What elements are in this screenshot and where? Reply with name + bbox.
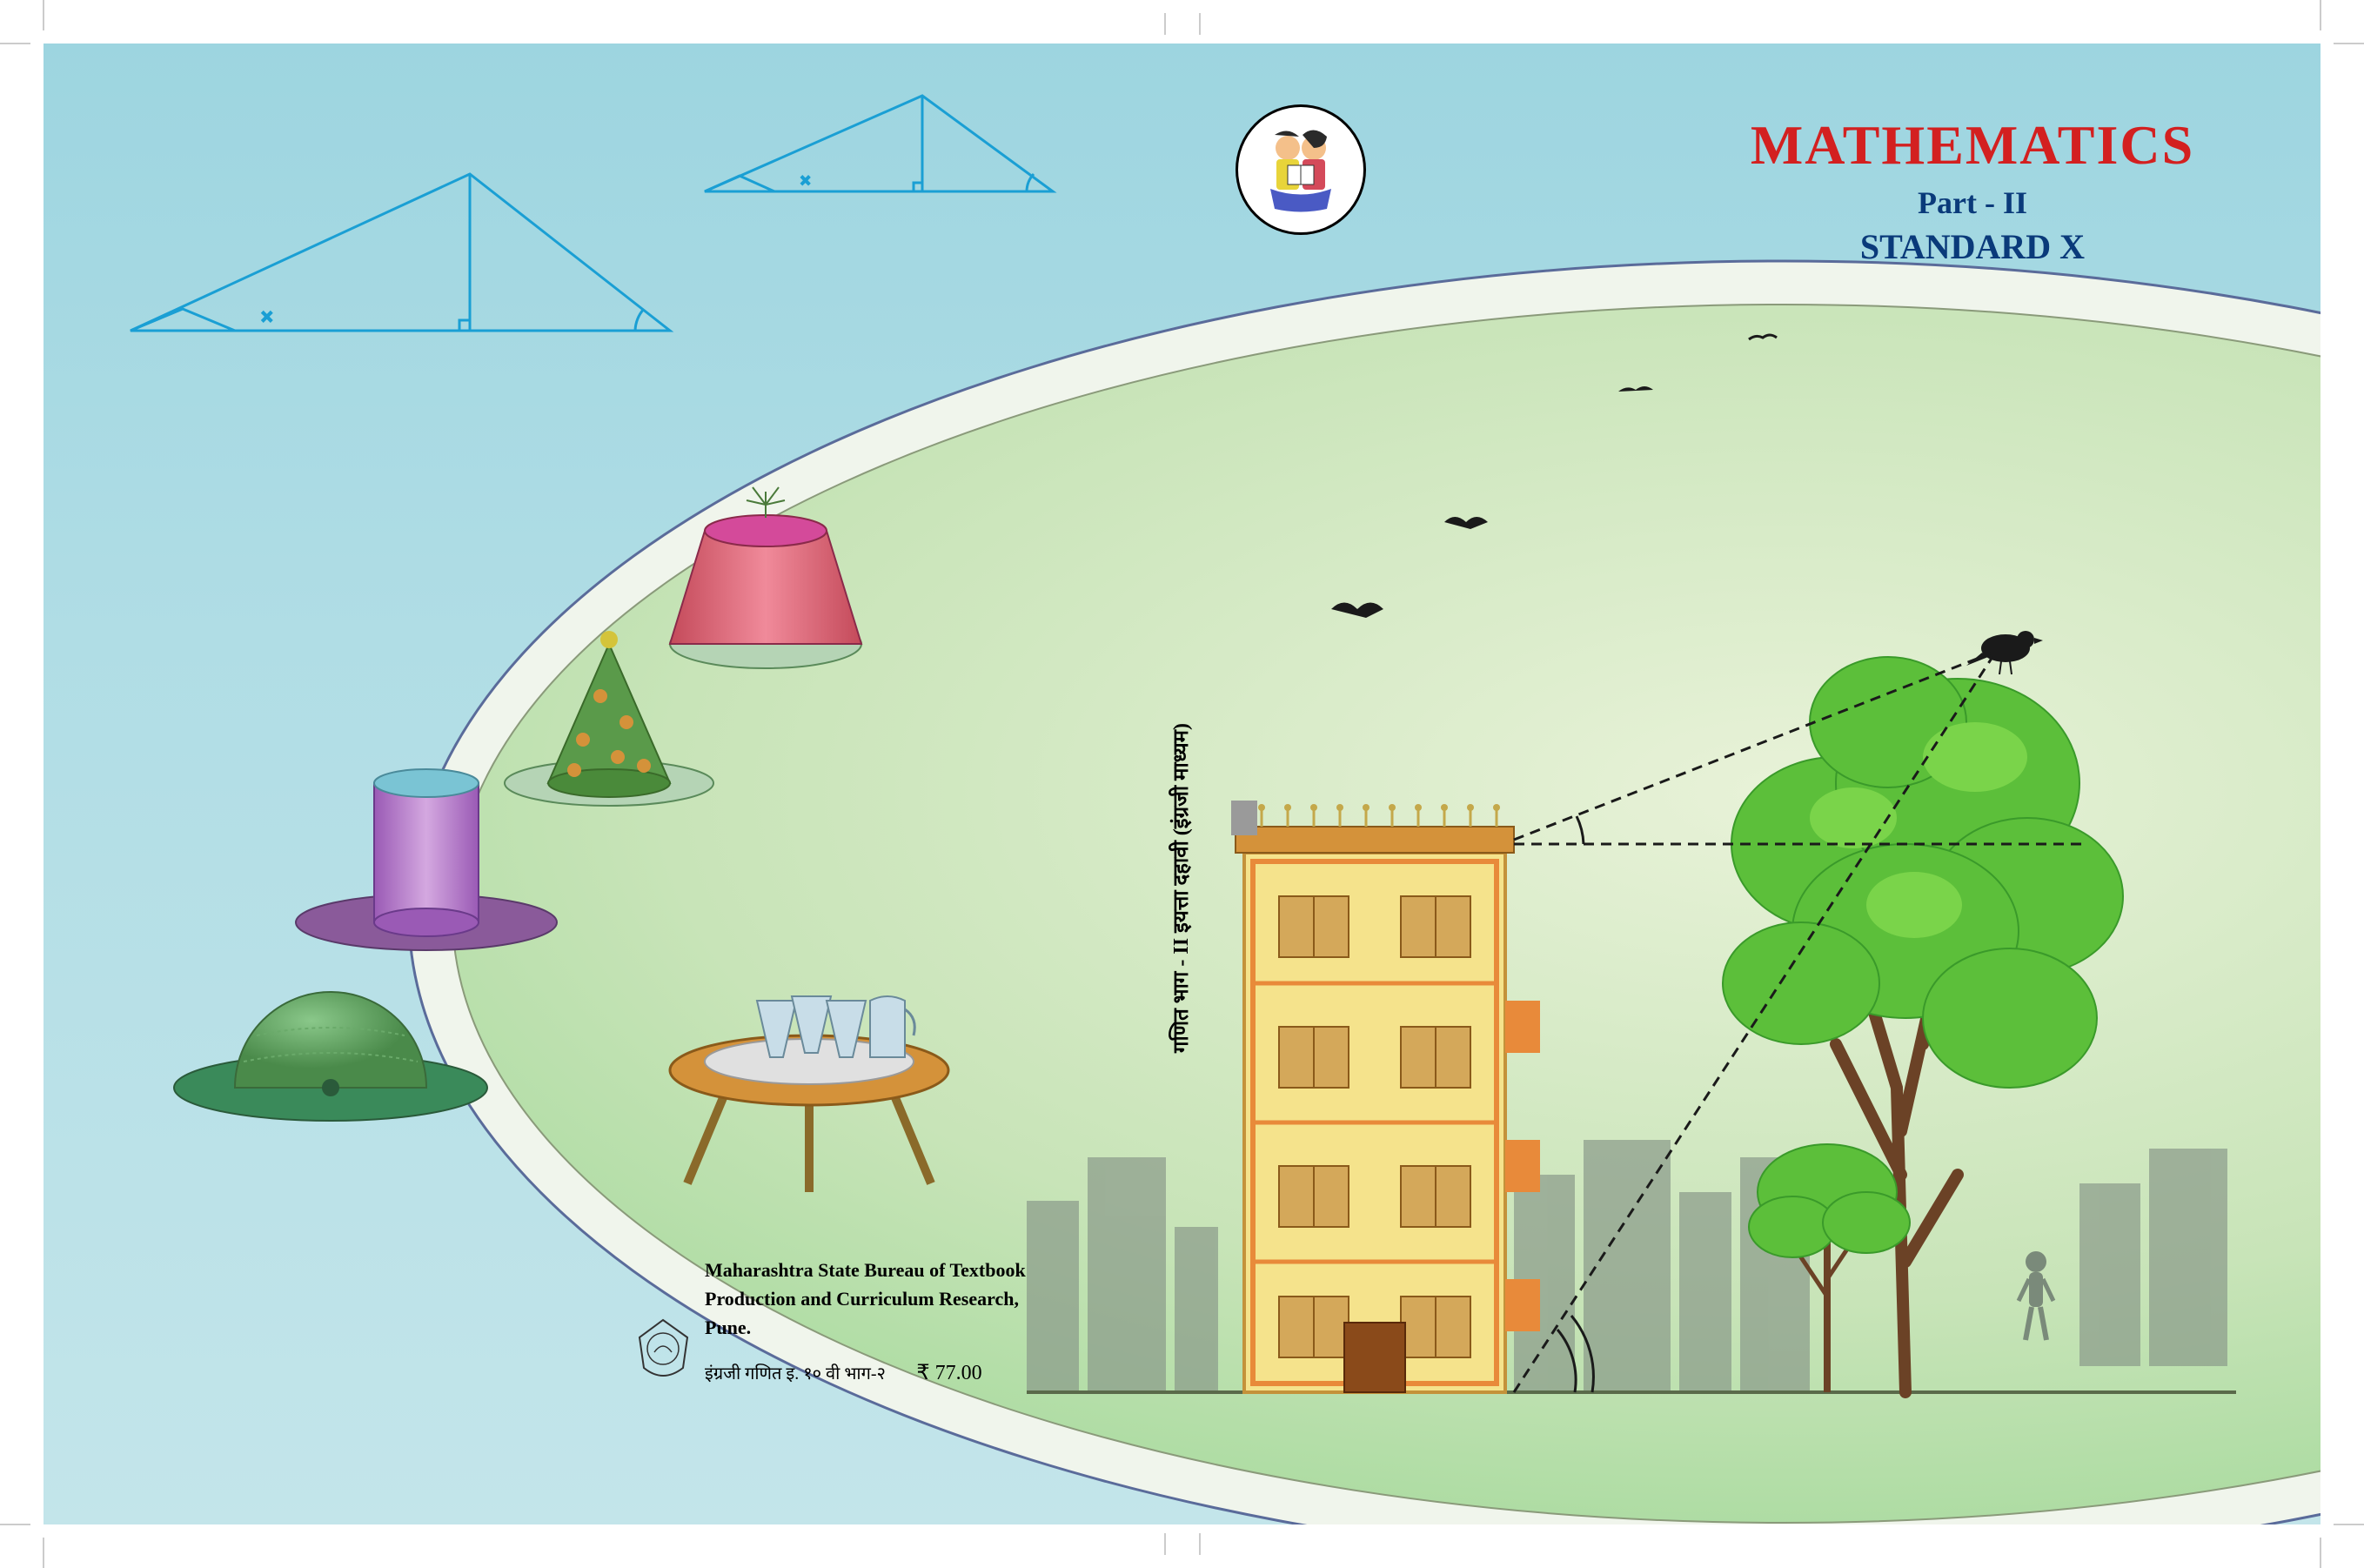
publisher-line1: Maharashtra State Bureau of Textbook <box>705 1256 1026 1284</box>
publisher-block: Maharashtra State Bureau of Textbook Pro… <box>705 1256 1026 1342</box>
triangle-diagram-small: × <box>705 96 1053 191</box>
title-standard: STANDARD X <box>1720 226 2225 267</box>
publisher-line3: Pune. <box>705 1313 1026 1342</box>
city-silhouette <box>1027 1140 2227 1392</box>
book-cover: × × <box>44 44 2320 1524</box>
svg-text:×: × <box>800 171 810 191</box>
spine-text: गणित भाग - II इयत्ता दहावी (इंग्रजी माध्… <box>1166 723 1195 1053</box>
price-value: ₹ 77.00 <box>916 1362 981 1384</box>
spine-label: गणित भाग - II इयत्ता दहावी (इंग्रजी माध्… <box>1170 723 1193 1053</box>
children-reading-icon <box>1249 117 1353 222</box>
price-code: इंग्रजी गणित इ. १० वी भाग-२ <box>705 1364 886 1384</box>
title-block: MATHEMATICS Part - II STANDARD X <box>1720 113 2225 267</box>
tree-small <box>1749 1144 1910 1392</box>
tree-large <box>1723 657 2123 1392</box>
publisher-line2: Production and Curriculum Research, <box>705 1284 1026 1313</box>
bureau-logo-circle <box>1236 104 1366 235</box>
triangle-diagram-large: × <box>131 174 670 331</box>
hemisphere-shape <box>174 992 487 1121</box>
bird-on-tree <box>1966 631 2043 674</box>
bureau-seal-icon <box>635 1316 692 1385</box>
cone-shape <box>505 631 713 806</box>
title-main: MATHEMATICS <box>1720 113 2225 178</box>
cylinder-shape <box>296 769 557 950</box>
angle-lines <box>1514 653 2088 1392</box>
building <box>1231 801 1540 1392</box>
table-shape <box>670 996 948 1192</box>
frustum-shape <box>670 487 861 668</box>
title-part: Part - II <box>1720 184 2225 221</box>
person-silhouette <box>2019 1251 2053 1340</box>
flying-birds <box>1331 335 1777 618</box>
price-block: इंग्रजी गणित इ. १० वी भाग-२ ₹ 77.00 <box>705 1360 982 1385</box>
svg-text:×: × <box>261 306 273 329</box>
